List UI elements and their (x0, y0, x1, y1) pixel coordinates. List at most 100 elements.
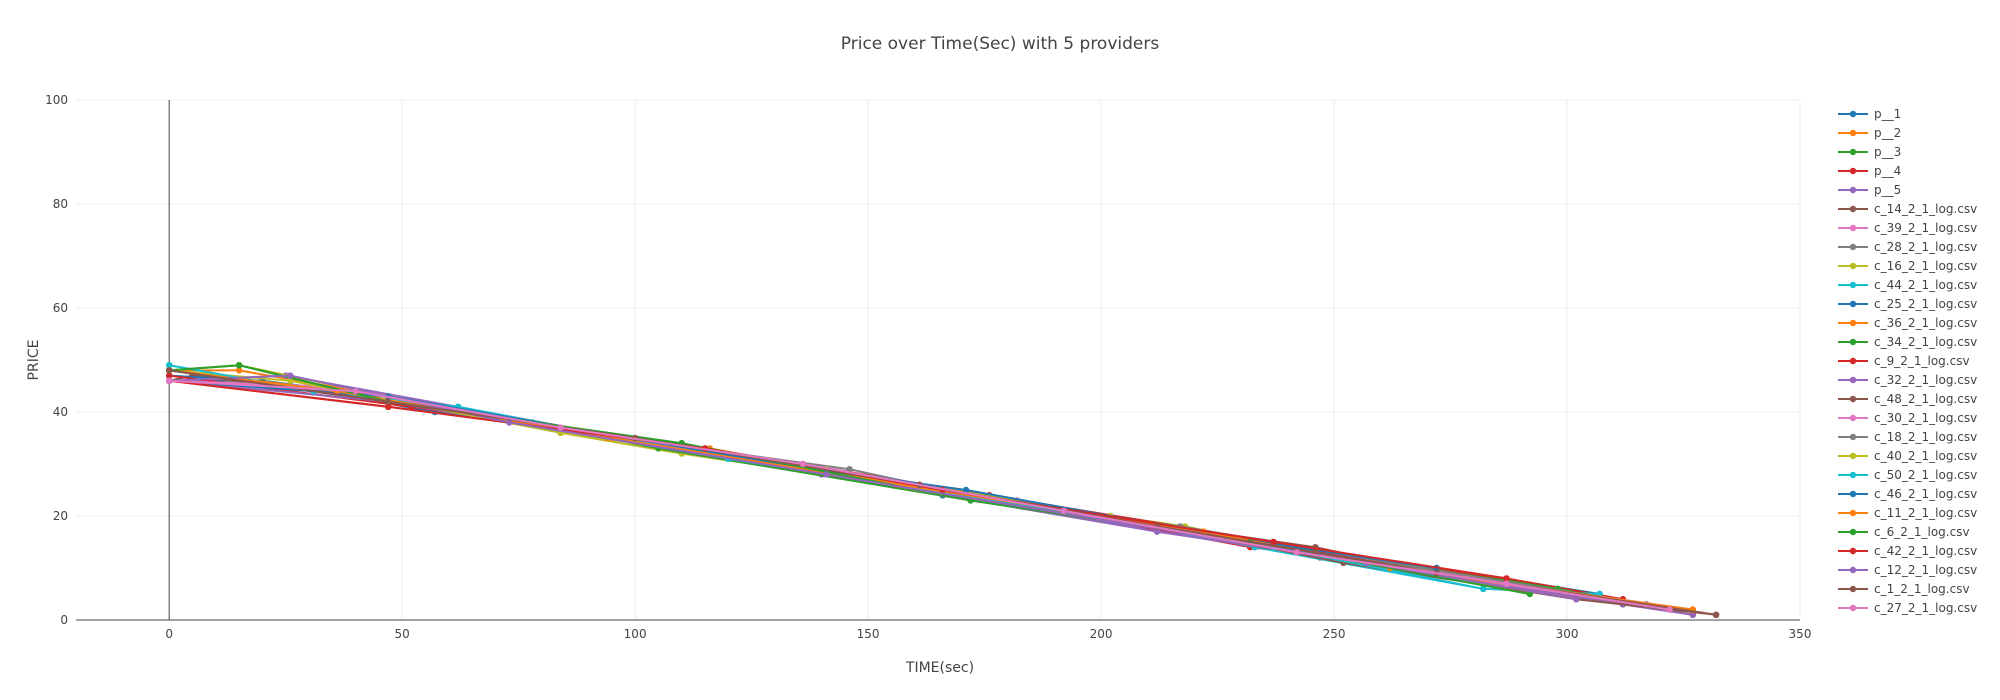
legend-marker (1849, 585, 1857, 593)
legend[interactable]: p__1 p__2 p__3 p__4 p__5 c_14_2_1_log.csv c_39… (1838, 107, 1977, 615)
legend-label: c_25_2_1_log.csv (1874, 297, 1977, 311)
legend-label: c_39_2_1_log.csv (1874, 221, 1977, 235)
y-tick-label: 80 (53, 197, 68, 211)
plot-area (166, 362, 1720, 618)
legend-label: c_16_2_1_log.csv (1874, 259, 1977, 273)
x-tick-label: 350 (1789, 627, 1812, 641)
legend-marker (1849, 319, 1857, 327)
data-point (557, 424, 564, 431)
data-point (235, 367, 243, 374)
legend-marker (1849, 110, 1857, 118)
data-point (1666, 606, 1673, 613)
data-point (1573, 596, 1580, 603)
legend-item[interactable]: c_34_2_1_log.csv (1838, 335, 1977, 349)
x-tick-label: 100 (624, 627, 647, 641)
legend-label: c_48_2_1_log.csv (1874, 392, 1977, 406)
y-axis-title: PRICE (26, 340, 42, 381)
legend-item[interactable]: c_36_2_1_log.csv (1838, 316, 1977, 330)
legend-label: c_40_2_1_log.csv (1874, 449, 1977, 463)
legend-label: c_50_2_1_log.csv (1874, 468, 1977, 482)
data-point (846, 466, 853, 473)
legend-item[interactable]: c_12_2_1_log.csv (1838, 563, 1977, 577)
data-point (799, 460, 807, 468)
legend-item[interactable]: c_11_2_1_log.csv (1838, 506, 1977, 520)
legend-item[interactable]: c_18_2_1_log.csv (1838, 430, 1977, 444)
legend-marker (1849, 433, 1857, 441)
legend-item[interactable]: c_25_2_1_log.csv (1838, 297, 1977, 311)
data-point (1293, 549, 1301, 556)
legend-item[interactable]: p__5 (1838, 183, 1901, 197)
x-tick-label: 150 (857, 627, 880, 641)
data-point (287, 372, 294, 379)
legend-label: p__5 (1874, 183, 1901, 197)
legend-item[interactable]: c_46_2_1_log.csv (1838, 487, 1977, 501)
data-point (287, 377, 294, 384)
legend-item[interactable]: c_6_2_1_log.csv (1838, 525, 1970, 539)
legend-item[interactable]: c_48_2_1_log.csv (1838, 392, 1977, 406)
x-tick-label: 250 (1323, 627, 1346, 641)
legend-marker (1849, 243, 1857, 251)
data-point (1270, 538, 1277, 546)
x-axis-title: TIME(sec) (905, 660, 974, 676)
legend-item[interactable]: c_32_2_1_log.csv (1838, 373, 1977, 387)
legend-item[interactable]: c_39_2_1_log.csv (1838, 221, 1977, 235)
data-point (385, 403, 392, 410)
legend-label: c_28_2_1_log.csv (1874, 240, 1977, 254)
legend-marker (1849, 376, 1857, 384)
y-tick-label: 0 (60, 613, 68, 627)
legend-label: p__3 (1874, 145, 1901, 159)
x-tick-label: 200 (1090, 627, 1113, 641)
legend-label: p__1 (1874, 107, 1901, 121)
legend-item[interactable]: c_50_2_1_log.csv (1838, 468, 1977, 482)
legend-item[interactable]: c_44_2_1_log.csv (1838, 278, 1977, 292)
legend-label: c_32_2_1_log.csv (1874, 373, 1977, 387)
legend-marker (1849, 452, 1857, 460)
data-point (1712, 611, 1720, 618)
axes: 0 50 100 150 200 250 300 350 0 20 40 60 80 100 (45, 93, 1811, 641)
series-c_27_2_1_log.csv (166, 377, 1673, 613)
legend-label: c_1_2_1_log.csv (1874, 582, 1970, 596)
legend-item[interactable]: p__4 (1838, 164, 1901, 178)
legend-item[interactable]: c_16_2_1_log.csv (1838, 259, 1977, 273)
legend-item[interactable]: p__3 (1838, 145, 1901, 159)
legend-label: c_18_2_1_log.csv (1874, 430, 1977, 444)
legend-item[interactable]: c_30_2_1_log.csv (1838, 411, 1977, 425)
legend-item[interactable]: c_9_2_1_log.csv (1838, 354, 1970, 368)
legend-item[interactable]: c_14_2_1_log.csv (1838, 202, 1977, 216)
legend-label: c_6_2_1_log.csv (1874, 525, 1970, 539)
y-tick-label: 60 (53, 301, 68, 315)
legend-item[interactable]: c_1_2_1_log.csv (1838, 582, 1970, 596)
data-point (352, 388, 359, 395)
legend-label: c_36_2_1_log.csv (1874, 316, 1977, 330)
legend-item[interactable]: c_42_2_1_log.csv (1838, 544, 1977, 558)
legend-marker (1849, 471, 1857, 479)
legend-item[interactable]: c_40_2_1_log.csv (1838, 449, 1977, 463)
data-point (823, 471, 830, 478)
legend-marker (1849, 262, 1857, 270)
legend-marker (1849, 205, 1857, 213)
legend-marker (1849, 490, 1857, 498)
legend-marker (1849, 604, 1857, 612)
legend-label: c_27_2_1_log.csv (1874, 601, 1977, 615)
legend-label: c_12_2_1_log.csv (1874, 563, 1977, 577)
legend-item[interactable]: c_27_2_1_log.csv (1838, 601, 1977, 615)
data-point (1060, 507, 1068, 514)
legend-item[interactable]: p__2 (1838, 126, 1901, 140)
legend-marker (1849, 338, 1857, 346)
legend-item[interactable]: p__1 (1838, 107, 1901, 121)
x-tick-label: 300 (1556, 627, 1579, 641)
legend-label: c_11_2_1_log.csv (1874, 506, 1977, 520)
legend-marker (1849, 224, 1857, 232)
data-point (166, 377, 173, 384)
grid-lines (76, 99, 1801, 620)
legend-marker (1849, 566, 1857, 574)
legend-marker (1849, 357, 1857, 365)
data-point (962, 486, 970, 494)
legend-label: c_46_2_1_log.csv (1874, 487, 1977, 501)
x-tick-label: 0 (165, 627, 173, 641)
x-tick-label: 50 (395, 627, 410, 641)
legend-label: c_9_2_1_log.csv (1874, 354, 1970, 368)
legend-marker (1849, 395, 1857, 403)
legend-item[interactable]: c_28_2_1_log.csv (1838, 240, 1977, 254)
